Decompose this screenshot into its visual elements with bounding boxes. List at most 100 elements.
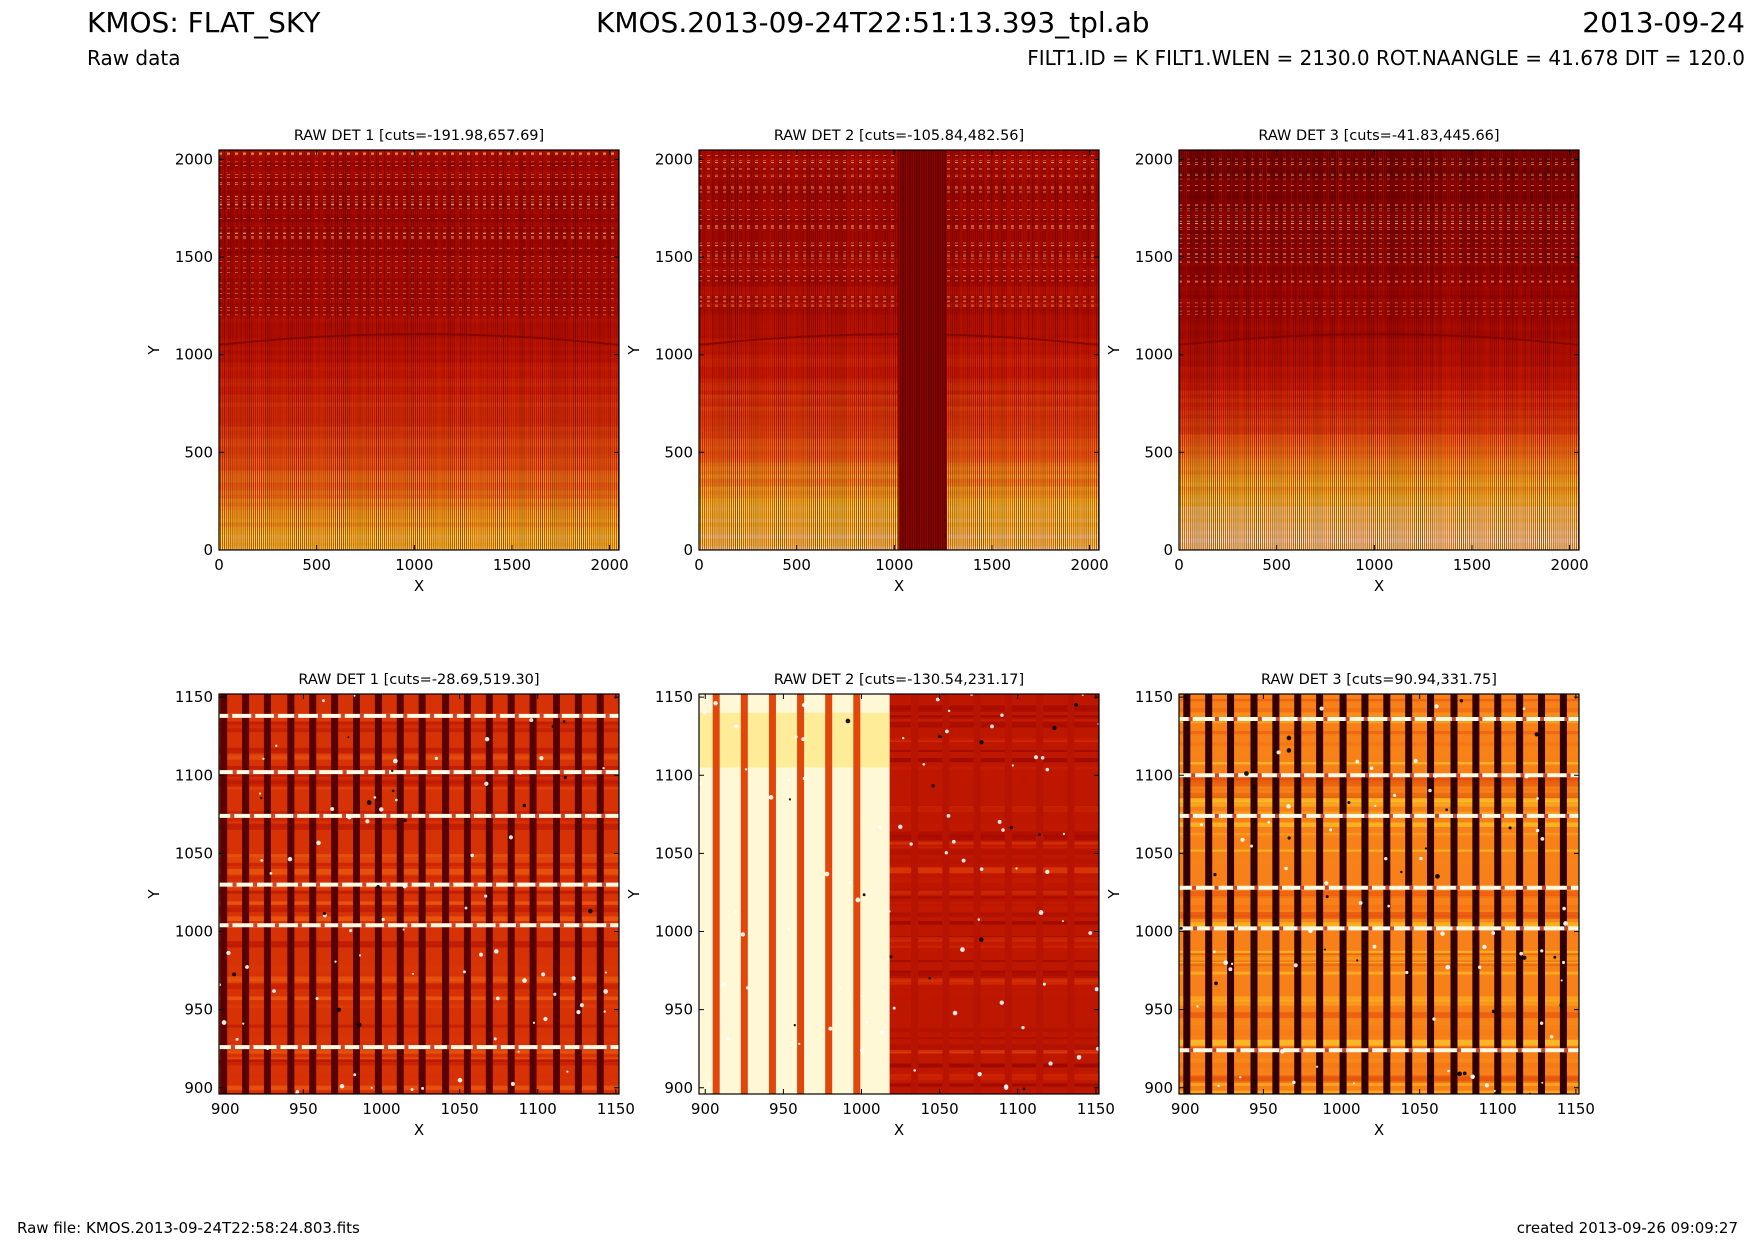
y-tick-label: 500 bbox=[1144, 443, 1173, 461]
footer-raw-file: Raw file: KMOS.2013-09-24T22:58:24.803.f… bbox=[17, 1219, 360, 1237]
y-tick-label: 2000 bbox=[655, 150, 693, 168]
panel-title: RAW DET 1 [cuts=-28.69,519.30] bbox=[298, 672, 539, 688]
x-tick-label: 0 bbox=[1174, 556, 1184, 574]
y-tick-label: 1050 bbox=[655, 844, 693, 862]
slitlet-column bbox=[1450, 694, 1458, 1094]
slitlet-column bbox=[1559, 694, 1567, 1094]
slitlet-column bbox=[1383, 694, 1391, 1094]
x-tick-label: 2000 bbox=[1551, 556, 1589, 574]
slitlet-column bbox=[1294, 694, 1302, 1094]
y-tick-label: 500 bbox=[664, 443, 693, 461]
y-tick-label: 1000 bbox=[655, 346, 693, 364]
x-tick-label: 900 bbox=[691, 1100, 720, 1118]
slitlet-column bbox=[712, 694, 720, 1094]
x-tick-label: 500 bbox=[1262, 556, 1291, 574]
slitlet-column bbox=[1339, 694, 1347, 1094]
slitlet-column bbox=[574, 694, 582, 1094]
y-tick-label: 1150 bbox=[655, 688, 693, 706]
panel-title: RAW DET 3 [cuts=90.94,331.75] bbox=[1261, 672, 1497, 688]
footer-created: created 2013-09-26 09:09:27 bbox=[1516, 1219, 1738, 1237]
slitlet-column bbox=[768, 694, 776, 1094]
x-tick-label: 1150 bbox=[1557, 1100, 1595, 1118]
bright-row bbox=[219, 713, 619, 718]
bright-row bbox=[1179, 773, 1579, 778]
slitlet-column bbox=[1067, 694, 1075, 1094]
panel-zoom-det1: 900 950 1000 1050 1100 1150 900 950 1000 1050 1100… bbox=[145, 672, 635, 1139]
axes-frame bbox=[1178, 149, 1580, 551]
bright-row bbox=[219, 1045, 619, 1050]
y-tick-label: 1100 bbox=[175, 766, 213, 784]
slitlet-column bbox=[463, 694, 471, 1094]
panel-title: RAW DET 3 [cuts=-41.83,445.66] bbox=[1258, 128, 1499, 144]
x-tick-label: 1500 bbox=[493, 556, 531, 574]
axes-frame bbox=[698, 149, 1100, 551]
y-tick-label: 1150 bbox=[1135, 688, 1173, 706]
x-tick-label: 900 bbox=[1171, 1100, 1200, 1118]
x-tick-label: 1500 bbox=[973, 556, 1011, 574]
slitlet-column bbox=[973, 694, 981, 1094]
x-tick-label: 500 bbox=[782, 556, 811, 574]
y-tick-label: 1000 bbox=[1135, 923, 1173, 941]
slitlet-column bbox=[1472, 694, 1480, 1094]
y-tick-label: 0 bbox=[203, 541, 213, 559]
image-full-det1 bbox=[219, 150, 619, 550]
image-zoom-det2 bbox=[699, 694, 1099, 1094]
slitlet-column bbox=[507, 694, 515, 1094]
bright-row bbox=[1179, 1048, 1579, 1053]
slitlet-column bbox=[1205, 694, 1213, 1094]
bright-row bbox=[219, 923, 619, 928]
x-tick-label: 1100 bbox=[999, 1100, 1037, 1118]
image-full-det3 bbox=[1179, 150, 1579, 550]
image-zoom-det1 bbox=[219, 694, 619, 1094]
panel-title: RAW DET 2 [cuts=-105.84,482.56] bbox=[774, 128, 1024, 144]
x-tick-label: 1000 bbox=[362, 1100, 400, 1118]
y-tick-label: 500 bbox=[184, 443, 213, 461]
y-tick-label: 0 bbox=[1163, 541, 1173, 559]
x-axis-label: X bbox=[894, 577, 904, 595]
x-tick-label: 1500 bbox=[1453, 556, 1491, 574]
y-tick-label: 900 bbox=[664, 1079, 693, 1097]
figure-title-center: KMOS.2013-09-24T22:51:13.393_tpl.ab bbox=[596, 6, 1150, 39]
slitlet-column bbox=[529, 694, 537, 1094]
x-tick-label: 1000 bbox=[1322, 1100, 1360, 1118]
x-tick-label: 1150 bbox=[1077, 1100, 1115, 1118]
slitlet-column bbox=[287, 694, 295, 1094]
y-tick-label: 1100 bbox=[1135, 766, 1173, 784]
slitlet-column bbox=[242, 694, 250, 1094]
x-tick-label: 500 bbox=[302, 556, 331, 574]
slitlet-column bbox=[740, 694, 748, 1094]
slitlet-column bbox=[853, 694, 861, 1094]
slitlet-column bbox=[418, 694, 426, 1094]
y-tick-label: 0 bbox=[683, 541, 693, 559]
y-tick-label: 1000 bbox=[175, 923, 213, 941]
axes-frame bbox=[218, 693, 620, 1095]
panel-full-det2: 0 500 1000 1500 2000 0 500 1000 1500 2000 RAW DET … bbox=[625, 128, 1109, 595]
slitlet-column bbox=[309, 694, 317, 1094]
x-tick-label: 0 bbox=[694, 556, 704, 574]
slitlet-column bbox=[1004, 694, 1012, 1094]
slitlet-column bbox=[596, 694, 604, 1094]
slitlet-column bbox=[442, 694, 450, 1094]
slitlet-column bbox=[220, 694, 228, 1094]
panel-title: RAW DET 1 [cuts=-191.98,657.69] bbox=[294, 128, 544, 144]
figure-subtitle-left: Raw data bbox=[87, 46, 181, 70]
slitlet-column bbox=[553, 694, 560, 1094]
figure-subtitle-right: FILT1.ID = K FILT1.WLEN = 2130.0 ROT.NAA… bbox=[1027, 46, 1745, 70]
y-tick-label: 950 bbox=[664, 1001, 693, 1019]
slitlet-column bbox=[1227, 694, 1235, 1094]
axes-frame bbox=[698, 693, 1100, 1095]
y-tick-label: 1500 bbox=[175, 248, 213, 266]
slitlet-column bbox=[374, 694, 382, 1094]
x-tick-label: 1000 bbox=[875, 556, 913, 574]
bright-row bbox=[219, 882, 619, 887]
x-axis-label: X bbox=[414, 1121, 424, 1139]
x-tick-label: 950 bbox=[1249, 1100, 1278, 1118]
slitlet-column bbox=[1361, 694, 1369, 1094]
x-tick-label: 950 bbox=[769, 1100, 798, 1118]
y-axis-label: Y bbox=[145, 345, 163, 356]
slitlet-column bbox=[1250, 694, 1258, 1094]
slitlet-column bbox=[263, 694, 271, 1094]
x-tick-label: 900 bbox=[211, 1100, 240, 1118]
panel-zoom-det3: 900 950 1000 1050 1100 1150 900 950 1000 1050 1100… bbox=[1105, 672, 1595, 1139]
slitlet-column bbox=[1494, 694, 1502, 1094]
